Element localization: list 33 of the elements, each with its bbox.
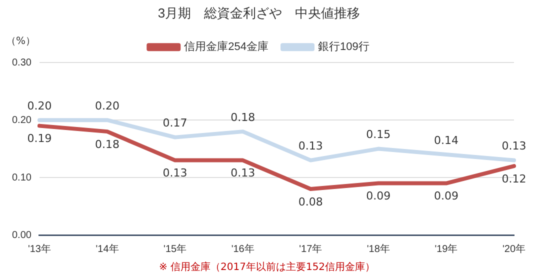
data-label: 0.13: [298, 140, 323, 153]
data-label: 0.17: [162, 116, 188, 130]
data-label: 0.20: [27, 99, 52, 112]
data-label: 0.12: [502, 172, 526, 186]
data-label: 0.08: [298, 195, 323, 208]
legend-label: 銀行109行: [318, 41, 370, 54]
data-label: 0.13: [230, 166, 256, 180]
chart-title: 3月期 総資金利ざや 中央値推移: [158, 5, 360, 20]
x-tick-label: '17年: [299, 242, 322, 255]
data-label: 0.19: [27, 132, 52, 146]
legend-label: 信用金庫254金庫: [184, 40, 269, 54]
data-label: 0.13: [162, 166, 188, 180]
x-tick-label: '18年: [366, 242, 390, 255]
data-label: 0.09: [434, 190, 458, 203]
x-tick-label: '20年: [502, 242, 526, 255]
y-tick-label: 0.30: [12, 57, 32, 68]
data-label: 0.15: [366, 128, 391, 142]
y-tick-label: 0.20: [12, 114, 32, 126]
data-label: 0.14: [434, 134, 458, 147]
x-tick-label: '14年: [96, 242, 119, 255]
data-label: 0.09: [366, 190, 391, 203]
text: ※ 信用金庫（2017年以前は主要152信用金庫）: [158, 260, 376, 274]
x-tick-label: '13年: [28, 242, 51, 255]
data-label: 0.18: [230, 110, 256, 124]
y-axis-title: （%）: [6, 35, 36, 48]
x-tick-label: '19年: [434, 242, 458, 255]
x-tick-label: '15年: [164, 242, 187, 255]
x-tick-label: '16年: [231, 242, 254, 255]
y-tick-label: 0.10: [12, 172, 32, 184]
data-label: 0.20: [95, 99, 120, 112]
y-tick-label: 0.00: [12, 230, 32, 241]
data-label: 0.18: [95, 138, 120, 151]
data-label: 0.13: [502, 140, 526, 153]
